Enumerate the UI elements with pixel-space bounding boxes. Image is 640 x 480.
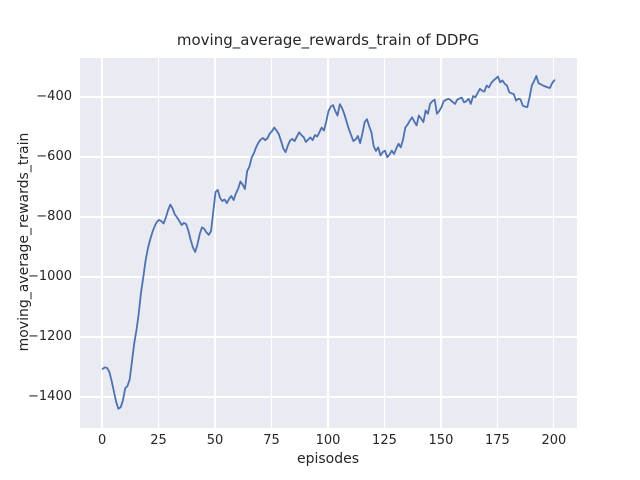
gridline-vertical [270,57,273,428]
gridline-vertical [327,57,329,428]
gridline-vertical [383,57,386,428]
chart-title: moving_average_rewards_train of DDPG [176,31,480,49]
x-tick-label: 175 [485,433,510,448]
x-tick-label: 150 [428,433,454,448]
x-tick-label: 125 [372,433,397,448]
x-tick-label: 200 [541,433,567,448]
y-tick-label: −800 [36,209,72,224]
x-tick-label: 100 [315,433,341,448]
x-tick-label: 0 [97,433,107,448]
y-tick-label: −1400 [28,388,72,404]
gridline-vertical [101,57,103,428]
y-tick-label: −400 [36,89,72,105]
gridline-vertical [496,57,499,428]
y-axis-label: moving_average_rewards_train [16,132,32,352]
x-tick-label: 75 [263,433,280,448]
y-tick-label: −1200 [28,328,72,344]
x-tick-label: 25 [150,433,167,448]
x-tick-label: 50 [206,433,224,448]
y-tick-label: −1000 [28,268,72,284]
plot-area [79,57,577,428]
gridline-vertical [157,57,160,428]
data-line [101,74,555,410]
x-axis-label: episodes [296,451,360,467]
y-tick-label: −600 [36,149,72,165]
gridline-vertical [214,57,216,428]
gridline-vertical [553,57,555,428]
gridline-vertical [440,57,442,428]
line-chart-svg [101,74,555,410]
